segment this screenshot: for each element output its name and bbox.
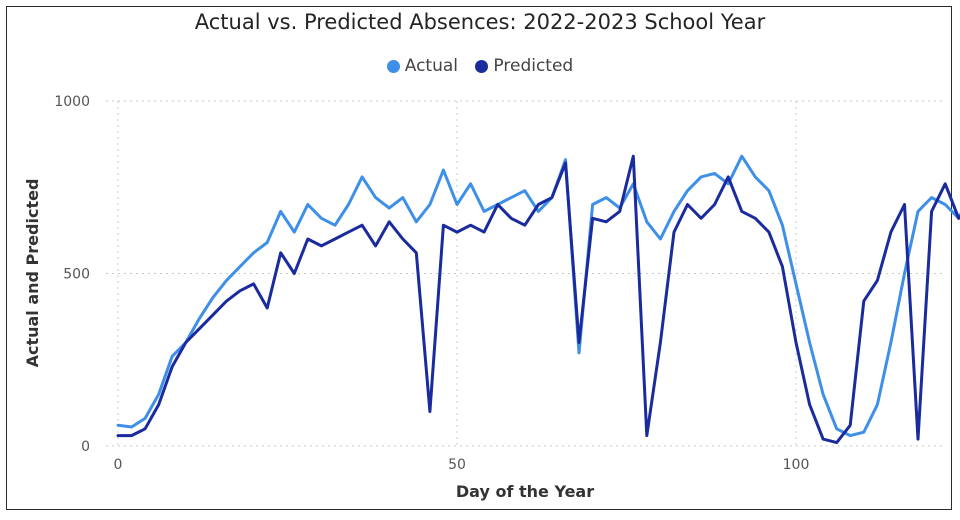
x-tick-label: 0 — [114, 457, 123, 473]
y-axis-ticks: 0 500 1000 — [54, 94, 90, 455]
chart-legend: Actual Predicted — [0, 56, 960, 78]
legend-item-predicted[interactable]: Predicted — [475, 56, 573, 76]
legend-marker-predicted — [475, 59, 489, 73]
y-tick-label: 1000 — [54, 94, 90, 110]
legend-label-actual: Actual — [404, 56, 459, 76]
legend-label-predicted: Predicted — [493, 56, 574, 76]
x-axis-ticks: 050100150200 — [114, 457, 810, 473]
chart-title: Actual vs. Predicted Absences: 2022-2023… — [194, 10, 766, 34]
x-axis-title: Day of the Year — [456, 482, 594, 501]
x-tick-label: 100 — [783, 457, 810, 473]
series-lines — [116, 154, 960, 445]
gridlines — [106, 100, 945, 447]
y-tick-label: 500 — [63, 267, 90, 283]
legend-item-actual[interactable]: Actual — [386, 56, 459, 76]
x-tick-label: 50 — [448, 457, 466, 473]
series-line-predicted — [116, 154, 960, 445]
series-line-actual — [116, 154, 960, 438]
chart-frame — [6, 6, 952, 510]
y-axis-title: Actual and Predicted — [23, 179, 42, 368]
y-tick-label: 0 — [81, 439, 90, 455]
legend-marker-actual — [386, 59, 400, 73]
